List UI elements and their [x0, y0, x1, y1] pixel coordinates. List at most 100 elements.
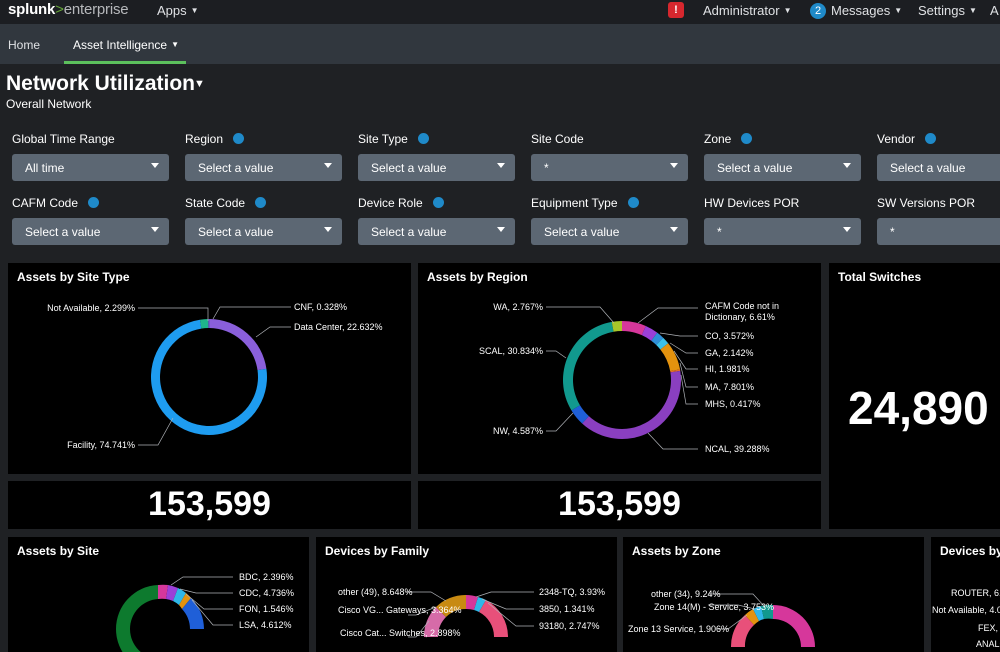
filter-hw-devices-por: HW Devices POR * — [704, 196, 864, 245]
filter-dropdown[interactable]: All time — [12, 154, 169, 181]
site-label: LSA, 4.612% — [239, 620, 292, 630]
slice-label: CAFM Code not in Dictionary, 6.61% — [705, 301, 779, 322]
zone-donut-segment — [753, 606, 764, 621]
messages-menu[interactable]: 2 Messages ▼ — [810, 3, 902, 19]
info-icon[interactable] — [88, 197, 100, 208]
info-icon[interactable] — [925, 133, 937, 144]
splunk-logo[interactable]: splunk>enterprise — [8, 1, 129, 18]
nav-asset-intelligence[interactable]: Asset Intelligence ▼ — [73, 38, 179, 52]
page-subtitle: Overall Network — [6, 97, 92, 111]
nav-home[interactable]: Home — [8, 38, 41, 52]
devices-by-chart: ROUTER, 6.5 Not Available, 4.0 FEX, 5. A… — [932, 588, 1000, 649]
zone-label: Zone 14(M) - Service, 3.753% — [654, 602, 774, 612]
zone-donut-segment — [773, 605, 815, 647]
filter-label: Equipment Type — [531, 196, 691, 212]
filter-dropdown[interactable]: * — [704, 218, 861, 245]
site-donut-segment — [173, 588, 186, 605]
filter-dropdown[interactable]: * — [877, 218, 1000, 245]
title-chevron-down-icon[interactable]: ▼ — [194, 78, 205, 90]
more-menu[interactable]: A — [990, 3, 999, 18]
filter-label: Device Role — [358, 196, 518, 212]
user-menu[interactable]: Administrator ▼ — [703, 3, 792, 18]
leader-line — [138, 307, 209, 321]
region-donut-segment — [651, 332, 664, 345]
panel-total-switches: Total Switches 24,890 — [829, 263, 1000, 529]
chevron-down-icon: ▼ — [968, 6, 977, 15]
filter-dropdown[interactable]: Select a value — [704, 154, 861, 181]
filter-dropdown[interactable]: Select a value — [185, 218, 342, 245]
panel-assets-by-site-type: Assets by Site Type Not Available, 2.299… — [8, 263, 411, 474]
devices-by-label: FEX, 5. — [978, 623, 1000, 633]
filter-dropdown[interactable]: Select a value — [877, 154, 1000, 181]
region-donut-segment — [571, 405, 589, 424]
info-icon[interactable] — [432, 197, 444, 208]
filter-label: SW Versions POR — [877, 196, 976, 210]
filter-label: Vendor — [877, 132, 1000, 148]
panel-site-type-total: 153,599 — [8, 481, 411, 529]
filter-equipment-type: Equipment Type Select a value — [531, 196, 691, 245]
chevron-down-icon: ▼ — [171, 40, 179, 49]
leader-line — [255, 326, 291, 338]
family-label: 3850, 1.341% — [539, 604, 595, 614]
chevron-down-icon — [324, 163, 332, 168]
family-donut-segment — [474, 597, 486, 612]
family-label: other (49), 8.648% — [338, 587, 413, 597]
zone-donut-segment — [761, 604, 773, 619]
filter-dropdown[interactable]: * — [531, 154, 688, 181]
slice-label: CNF, 0.328% — [294, 302, 347, 312]
leader-line — [138, 417, 174, 446]
site-donut-segment — [115, 585, 158, 629]
settings-menu[interactable]: Settings ▼ — [918, 3, 977, 18]
panel-title: Total Switches — [838, 270, 922, 284]
zone-donut-segment — [730, 615, 754, 647]
zone-donut-segment — [745, 609, 759, 625]
info-icon[interactable] — [417, 133, 429, 144]
total-switches-value: 24,890 — [848, 382, 989, 434]
filter-site-type: Site Type Select a value — [358, 132, 518, 181]
region-donut-segment — [611, 321, 622, 332]
family-label: 2348-TQ, 3.93% — [539, 587, 605, 597]
filter-label: CAFM Code — [12, 196, 172, 212]
panel-assets-by-zone: Assets by Zone other (34), 9.24% Zone 14… — [623, 537, 924, 652]
panel-title: Devices by Family — [325, 544, 430, 558]
filter-label: Region — [185, 132, 345, 148]
filter-device-role: Device Role Select a value — [358, 196, 518, 245]
region-donut-segment — [670, 369, 681, 373]
region-donut-segment — [656, 337, 669, 350]
leader-line — [669, 342, 698, 354]
slice-label: WA, 2.767% — [493, 302, 543, 312]
filter-dropdown[interactable]: Select a value — [12, 218, 169, 245]
info-icon[interactable] — [233, 133, 245, 144]
panel-assets-by-site: Assets by Site BDC, 2.396% CDC, 4.736% F… — [8, 537, 309, 652]
chevron-down-icon — [497, 163, 505, 168]
panel-title: Assets by Region — [427, 270, 528, 284]
panel-title: Assets by Site — [17, 544, 100, 558]
filter-dropdown[interactable]: Select a value — [358, 218, 515, 245]
chevron-down-icon — [843, 163, 851, 168]
chevron-down-icon — [670, 227, 678, 232]
filter-dropdown[interactable]: Select a value — [531, 218, 688, 245]
alert-icon[interactable]: ! — [668, 2, 684, 18]
devices-by-label: ROUTER, 6.5 — [951, 588, 1000, 598]
leader-line — [659, 332, 698, 337]
info-icon[interactable] — [741, 133, 753, 144]
info-icon[interactable] — [255, 197, 267, 208]
apps-menu[interactable]: Apps ▼ — [157, 3, 199, 18]
slice-label: MA, 7.801% — [705, 382, 754, 392]
site-type-donut-segment — [209, 319, 267, 371]
leader-line — [546, 306, 615, 324]
site-donut-chart: BDC, 2.396% CDC, 4.736% FON, 1.546% LSA,… — [115, 572, 294, 652]
slice-label: Facility, 74.741% — [67, 440, 135, 450]
filter-region: Region Select a value — [185, 132, 345, 181]
page-title: Network Utilization — [6, 72, 196, 95]
family-donut-segment — [479, 600, 509, 637]
filter-dropdown[interactable]: Select a value — [358, 154, 515, 181]
messages-count-badge: 2 — [810, 3, 826, 19]
info-icon[interactable] — [627, 197, 639, 208]
filter-label: Site Type — [358, 132, 518, 148]
family-label: Cisco VG... Gateways, 3.364% — [338, 605, 462, 615]
panel-title: Assets by Site Type — [17, 270, 130, 284]
site-donut-segment — [166, 585, 178, 601]
leader-line — [679, 362, 698, 388]
filter-dropdown[interactable]: Select a value — [185, 154, 342, 181]
